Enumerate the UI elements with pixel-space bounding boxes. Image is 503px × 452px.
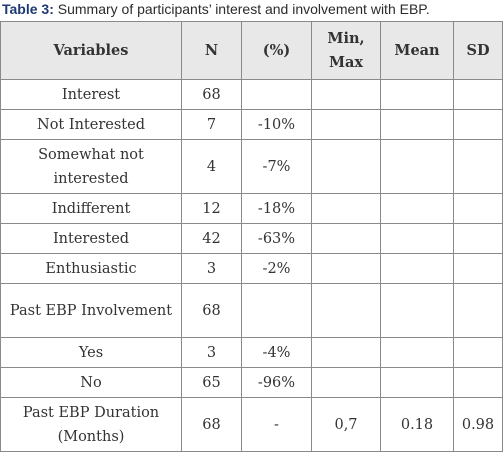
cell-variable: Enthusiastic [0, 253, 182, 284]
table-row: Interested 42 -63% [0, 223, 503, 254]
cell-variable: Not Interested [0, 109, 182, 140]
cell-percent: -63% [241, 223, 312, 254]
cell-sd: 0.98 [453, 397, 503, 452]
cell-min-max [311, 223, 381, 254]
cell-min-max [311, 337, 381, 368]
cell-variable: Interested [0, 223, 182, 254]
cell-variable: Indifferent [0, 193, 182, 224]
cell-sd [453, 253, 503, 284]
table-row: Somewhat not interested 4 -7% [0, 139, 503, 194]
header-variables: Variables [0, 21, 182, 80]
table-row: Interest 68 [0, 79, 503, 110]
cell-percent: -4% [241, 337, 312, 368]
cell-sd [453, 337, 503, 368]
cell-mean [380, 367, 454, 398]
header-sd: SD [453, 21, 503, 80]
cell-mean [380, 139, 454, 194]
header-percent: (%) [241, 21, 312, 80]
cell-mean [380, 223, 454, 254]
cell-min-max [311, 79, 381, 110]
cell-variable: No [0, 367, 182, 398]
cell-min-max: 0,7 [311, 397, 381, 452]
cell-percent [241, 79, 312, 110]
header-mean: Mean [380, 21, 454, 80]
summary-table: Variables N (%) Min, Max Mean SD Interes… [0, 21, 503, 452]
cell-percent: -10% [241, 109, 312, 140]
cell-n: 68 [181, 79, 242, 110]
cell-mean: 0.18 [380, 397, 454, 452]
cell-variable: Somewhat not interested [0, 139, 182, 194]
cell-sd [453, 139, 503, 194]
cell-sd [453, 79, 503, 110]
cell-n: 7 [181, 109, 242, 140]
table-header-row: Variables N (%) Min, Max Mean SD [0, 21, 503, 80]
cell-n: 42 [181, 223, 242, 254]
cell-n: 68 [181, 397, 242, 452]
table-caption: Table 3: Summary of participants’ intere… [2, 0, 430, 20]
cell-variable: Yes [0, 337, 182, 368]
cell-sd [453, 367, 503, 398]
cell-n: 12 [181, 193, 242, 224]
table-row: Yes 3 -4% [0, 337, 503, 368]
cell-min-max [311, 283, 381, 338]
cell-n: 65 [181, 367, 242, 398]
header-n: N [181, 21, 242, 80]
cell-n: 4 [181, 139, 242, 194]
table-row: Indifferent 12 -18% [0, 193, 503, 224]
table-caption-text: Summary of participants’ interest and in… [53, 1, 430, 17]
table-row: Not Interested 7 -10% [0, 109, 503, 140]
cell-mean [380, 283, 454, 338]
cell-min-max [311, 253, 381, 284]
cell-percent: -7% [241, 139, 312, 194]
cell-variable: Interest [0, 79, 182, 110]
cell-mean [380, 79, 454, 110]
cell-variable: Past EBP Involvement [0, 283, 182, 338]
cell-percent: - [241, 397, 312, 452]
header-min-max: Min, Max [311, 21, 381, 80]
cell-min-max [311, 367, 381, 398]
table-row: No 65 -96% [0, 367, 503, 398]
table-number-label: Table 3: [2, 1, 54, 17]
cell-percent [241, 283, 312, 338]
cell-sd [453, 223, 503, 254]
cell-mean [380, 337, 454, 368]
cell-n: 3 [181, 337, 242, 368]
cell-min-max [311, 193, 381, 224]
table-row: Past EBP Duration (Months) 68 - 0,7 0.18… [0, 397, 503, 452]
cell-sd [453, 193, 503, 224]
cell-mean [380, 193, 454, 224]
table-row: Past EBP Involvement 68 [0, 283, 503, 338]
cell-mean [380, 109, 454, 140]
cell-percent: -18% [241, 193, 312, 224]
cell-variable: Past EBP Duration (Months) [0, 397, 182, 452]
cell-min-max [311, 109, 381, 140]
cell-n: 3 [181, 253, 242, 284]
cell-sd [453, 109, 503, 140]
cell-sd [453, 283, 503, 338]
cell-min-max [311, 139, 381, 194]
table-row: Enthusiastic 3 -2% [0, 253, 503, 284]
cell-n: 68 [181, 283, 242, 338]
cell-percent: -2% [241, 253, 312, 284]
cell-mean [380, 253, 454, 284]
cell-percent: -96% [241, 367, 312, 398]
